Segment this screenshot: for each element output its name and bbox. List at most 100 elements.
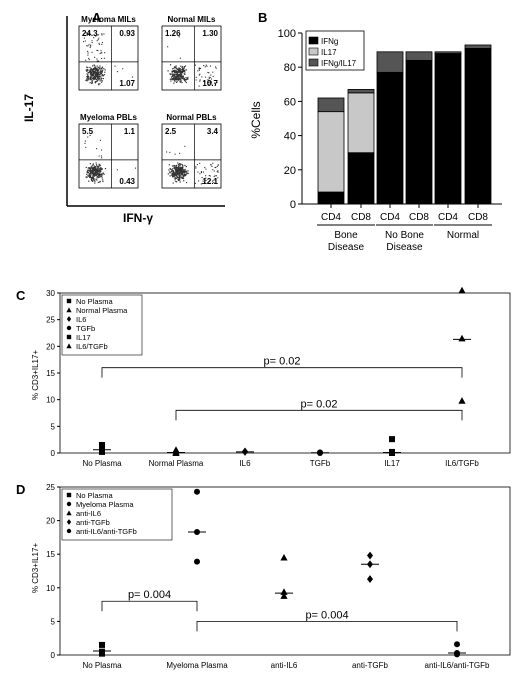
flow-dot — [201, 182, 203, 185]
flow-dot — [96, 171, 98, 173]
flow-dot — [96, 166, 98, 168]
flow-dot — [200, 183, 202, 185]
flow-dot — [97, 77, 99, 79]
y-tick-label: 0 — [51, 449, 56, 458]
flow-dot — [199, 80, 201, 82]
flow-dot — [96, 60, 98, 62]
flow-dot — [93, 172, 96, 174]
flow-dot — [97, 60, 99, 62]
flow-dot — [184, 164, 186, 167]
flow-dot — [85, 79, 87, 81]
flow-dot — [95, 175, 97, 177]
flow-dot — [122, 68, 124, 70]
flow-dot — [173, 70, 175, 72]
flow-dot — [195, 166, 197, 168]
flow-dot — [97, 70, 99, 72]
flow-dot — [177, 69, 179, 71]
flow-dot — [181, 76, 183, 78]
flow-dot — [174, 75, 176, 77]
group-label: Bone — [334, 230, 358, 241]
data-point — [194, 488, 200, 495]
flow-dot — [174, 69, 176, 71]
panel-b-bar-chart: %Cells 0 20 40 60 80 100 CD4 CD8 CD4 CD8 CD4 CD8 Bon… — [249, 28, 502, 253]
flow-dot — [177, 75, 179, 77]
flow-dot — [182, 68, 184, 70]
flow-dot — [174, 179, 176, 181]
flow-dot — [205, 177, 207, 179]
flow-dot — [99, 171, 101, 173]
legend-entry: No Plasma — [76, 491, 114, 500]
flow-dot — [96, 74, 98, 76]
flow-dot — [212, 75, 214, 78]
flow-dot — [178, 169, 180, 171]
flow-dot — [174, 172, 176, 174]
flow-dot — [99, 173, 101, 175]
flow-dot — [171, 172, 174, 174]
flow-dot — [203, 65, 205, 67]
flow-dot — [95, 162, 97, 164]
flow-dot — [104, 69, 106, 71]
flow-dot — [88, 174, 90, 176]
flow-dot — [104, 167, 107, 170]
flow-dot — [90, 78, 92, 81]
flow-dot — [199, 67, 201, 69]
flow-dot — [88, 59, 90, 61]
legend-entry: Myeloma Plasma — [76, 500, 134, 509]
flow-dot — [170, 76, 173, 78]
flow-dot — [178, 78, 181, 80]
flow-dot — [87, 74, 89, 76]
legend-entry: IFNg/IL17 — [321, 59, 357, 68]
data-point — [99, 448, 105, 455]
legend-entry: IL6 — [76, 315, 86, 324]
flow-dot — [177, 172, 179, 174]
flow-dot — [216, 81, 218, 84]
flow-dot — [93, 166, 95, 169]
flow-dot — [176, 176, 178, 178]
flow-dot — [87, 69, 89, 71]
group-label: No Bone — [385, 230, 424, 241]
flow-dot — [92, 164, 94, 166]
panel-d-y-label: % CD3+IL17+ — [31, 543, 40, 594]
panel-a-flow-plots: IL-17 IFN-γ Myeloma MILs 24.3 0.93 1.07 Norm… — [22, 15, 225, 225]
flow-dot — [94, 173, 96, 175]
flow-dot — [94, 72, 97, 74]
flow-dot — [97, 176, 100, 179]
data-point — [280, 592, 288, 599]
flow-dot — [93, 175, 96, 177]
x-category-label: No Plasma — [82, 459, 122, 468]
flow-dot — [179, 164, 181, 166]
flow-dot — [91, 179, 93, 182]
flow-dot — [86, 66, 88, 68]
flow-dot — [175, 71, 177, 73]
flow-dot — [97, 69, 99, 71]
flow-dot — [103, 173, 105, 175]
flow-dot — [215, 166, 217, 168]
flow-dot — [204, 181, 206, 183]
flow-dot — [181, 81, 183, 84]
flow-dot — [99, 68, 101, 70]
flow-dot — [116, 169, 118, 171]
flow-dot — [98, 78, 100, 80]
x-category-label: Normal Plasma — [149, 459, 204, 468]
y-tick-label: 15 — [46, 550, 55, 559]
flow-dot — [182, 166, 184, 169]
flow-dot — [170, 73, 172, 76]
flow-dot — [183, 67, 185, 69]
flow-dot — [101, 177, 103, 179]
flow-dot — [100, 79, 102, 81]
flow-dot — [89, 73, 92, 75]
data-point — [389, 450, 395, 456]
flow-dot — [95, 170, 97, 173]
data-point — [99, 442, 105, 448]
flow-dot — [176, 79, 178, 81]
flow-dot — [91, 40, 93, 42]
flow-dot — [99, 174, 102, 176]
flow-dot — [134, 167, 137, 169]
legend-entry: IL17 — [321, 48, 337, 57]
flow-dot — [177, 169, 179, 171]
flow-dot — [215, 67, 217, 69]
flow-dot — [92, 178, 95, 180]
flow-dot — [93, 70, 95, 73]
flow-dot — [214, 175, 216, 177]
flow-dot — [93, 169, 95, 171]
